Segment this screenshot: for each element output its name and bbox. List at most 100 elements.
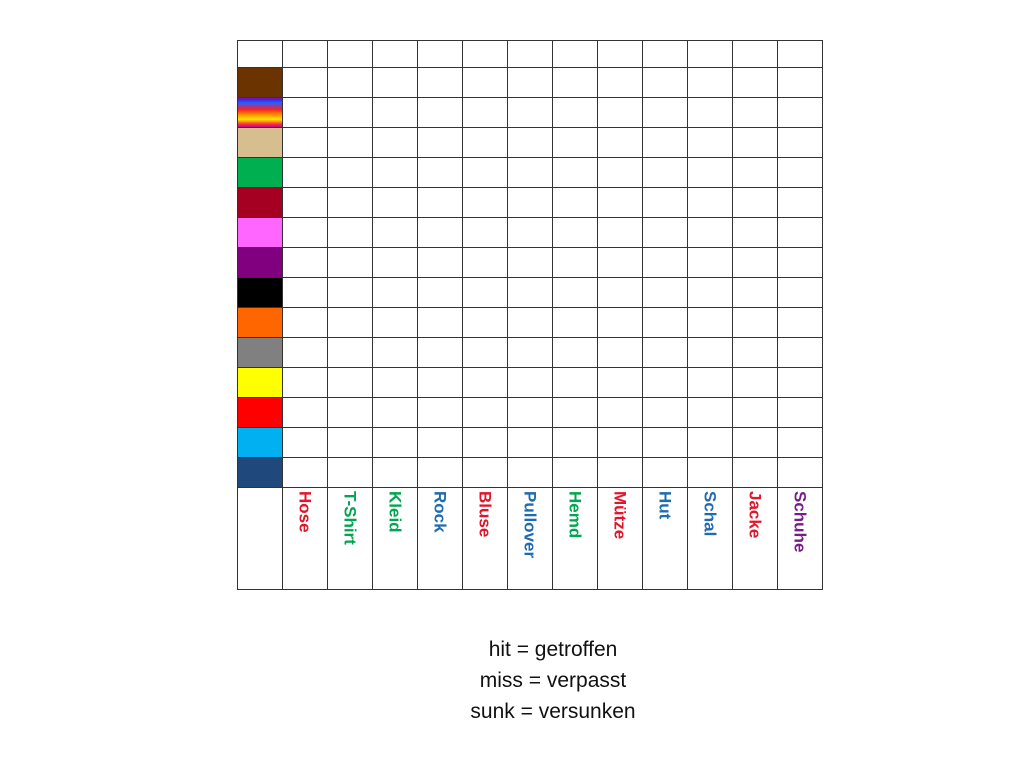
grid-cell[interactable] <box>417 217 463 248</box>
grid-cell[interactable] <box>282 397 328 428</box>
grid-cell[interactable] <box>642 157 688 188</box>
grid-cell[interactable] <box>687 217 733 248</box>
grid-cell[interactable] <box>327 157 373 188</box>
grid-cell[interactable] <box>552 247 598 278</box>
grid-cell[interactable] <box>597 67 643 98</box>
grid-cell[interactable] <box>642 367 688 398</box>
grid-cell[interactable] <box>282 247 328 278</box>
grid-cell[interactable] <box>327 277 373 308</box>
grid-cell[interactable] <box>372 457 418 488</box>
grid-cell[interactable] <box>597 247 643 278</box>
grid-cell[interactable] <box>732 217 778 248</box>
grid-cell[interactable] <box>552 337 598 368</box>
grid-cell[interactable] <box>417 97 463 128</box>
grid-cell[interactable] <box>777 337 823 368</box>
grid-cell[interactable] <box>327 187 373 218</box>
grid-cell[interactable] <box>552 307 598 338</box>
grid-cell[interactable] <box>417 127 463 158</box>
grid-cell[interactable] <box>777 247 823 278</box>
grid-cell[interactable] <box>642 277 688 308</box>
grid-cell[interactable] <box>597 337 643 368</box>
grid-cell[interactable] <box>777 157 823 188</box>
grid-cell[interactable] <box>732 397 778 428</box>
grid-cell[interactable] <box>327 247 373 278</box>
grid-cell[interactable] <box>282 127 328 158</box>
grid-cell[interactable] <box>327 427 373 458</box>
grid-cell[interactable] <box>282 277 328 308</box>
grid-cell[interactable] <box>687 397 733 428</box>
grid-cell[interactable] <box>372 217 418 248</box>
grid-cell[interactable] <box>282 427 328 458</box>
grid-cell[interactable] <box>552 127 598 158</box>
grid-cell[interactable] <box>597 187 643 218</box>
grid-cell[interactable] <box>777 427 823 458</box>
grid-cell[interactable] <box>687 367 733 398</box>
grid-cell[interactable] <box>687 67 733 98</box>
grid-cell[interactable] <box>732 367 778 398</box>
grid-cell[interactable] <box>687 187 733 218</box>
grid-cell[interactable] <box>327 67 373 98</box>
grid-cell[interactable] <box>507 307 553 338</box>
grid-cell[interactable] <box>372 307 418 338</box>
grid-cell[interactable] <box>642 307 688 338</box>
grid-cell[interactable] <box>282 97 328 128</box>
grid-cell[interactable] <box>417 67 463 98</box>
grid-cell[interactable] <box>642 427 688 458</box>
grid-cell[interactable] <box>687 277 733 308</box>
grid-cell[interactable] <box>732 97 778 128</box>
grid-cell[interactable] <box>687 157 733 188</box>
grid-cell[interactable] <box>372 127 418 158</box>
grid-cell[interactable] <box>507 367 553 398</box>
grid-cell[interactable] <box>642 397 688 428</box>
grid-cell[interactable] <box>282 217 328 248</box>
grid-cell[interactable] <box>687 427 733 458</box>
grid-cell[interactable] <box>372 277 418 308</box>
grid-cell[interactable] <box>687 457 733 488</box>
grid-cell[interactable] <box>552 217 598 248</box>
grid-cell[interactable] <box>417 247 463 278</box>
grid-cell[interactable] <box>732 427 778 458</box>
grid-cell[interactable] <box>597 397 643 428</box>
grid-cell[interactable] <box>327 367 373 398</box>
grid-cell[interactable] <box>372 427 418 458</box>
grid-cell[interactable] <box>552 457 598 488</box>
grid-cell[interactable] <box>777 277 823 308</box>
grid-cell[interactable] <box>282 67 328 98</box>
grid-cell[interactable] <box>732 457 778 488</box>
grid-cell[interactable] <box>282 457 328 488</box>
grid-cell[interactable] <box>372 397 418 428</box>
grid-cell[interactable] <box>552 277 598 308</box>
grid-cell[interactable] <box>462 337 508 368</box>
grid-cell[interactable] <box>642 67 688 98</box>
grid-cell[interactable] <box>687 127 733 158</box>
grid-cell[interactable] <box>372 97 418 128</box>
grid-cell[interactable] <box>552 157 598 188</box>
grid-cell[interactable] <box>462 97 508 128</box>
grid-cell[interactable] <box>282 307 328 338</box>
grid-cell[interactable] <box>552 67 598 98</box>
grid-cell[interactable] <box>462 127 508 158</box>
grid-cell[interactable] <box>642 457 688 488</box>
grid-cell[interactable] <box>777 397 823 428</box>
grid-cell[interactable] <box>597 97 643 128</box>
grid-cell[interactable] <box>777 307 823 338</box>
grid-cell[interactable] <box>417 337 463 368</box>
grid-cell[interactable] <box>597 277 643 308</box>
grid-cell[interactable] <box>732 247 778 278</box>
grid-cell[interactable] <box>327 217 373 248</box>
grid-cell[interactable] <box>462 457 508 488</box>
grid-cell[interactable] <box>507 67 553 98</box>
grid-cell[interactable] <box>507 97 553 128</box>
grid-cell[interactable] <box>507 157 553 188</box>
grid-cell[interactable] <box>417 277 463 308</box>
grid-cell[interactable] <box>687 307 733 338</box>
grid-cell[interactable] <box>282 367 328 398</box>
grid-cell[interactable] <box>552 97 598 128</box>
grid-cell[interactable] <box>417 307 463 338</box>
grid-cell[interactable] <box>597 367 643 398</box>
grid-cell[interactable] <box>462 367 508 398</box>
grid-cell[interactable] <box>417 157 463 188</box>
grid-cell[interactable] <box>642 217 688 248</box>
grid-cell[interactable] <box>552 187 598 218</box>
grid-cell[interactable] <box>597 457 643 488</box>
